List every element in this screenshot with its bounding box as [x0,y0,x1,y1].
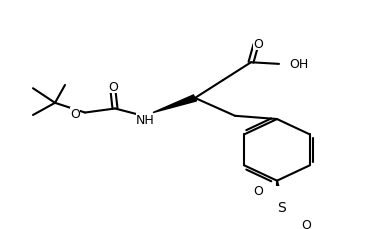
Text: O: O [108,81,118,94]
Text: O: O [253,184,263,197]
Text: OH: OH [289,58,308,71]
Text: O: O [253,38,263,51]
Text: NH: NH [135,113,154,126]
Polygon shape [153,95,197,113]
Text: O: O [301,218,311,229]
Text: S: S [277,200,286,214]
Text: O: O [70,107,80,120]
